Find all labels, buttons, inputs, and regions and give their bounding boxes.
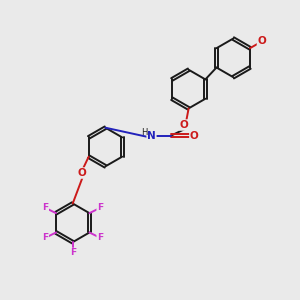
Text: O: O (190, 131, 199, 141)
Text: O: O (257, 36, 266, 46)
Text: F: F (97, 203, 103, 212)
Text: O: O (179, 120, 188, 130)
Text: F: F (97, 233, 103, 242)
Text: N: N (147, 131, 156, 141)
Text: O: O (78, 168, 86, 178)
Text: F: F (70, 248, 76, 257)
Text: F: F (42, 203, 48, 212)
Text: F: F (42, 233, 48, 242)
Text: H: H (142, 128, 148, 137)
